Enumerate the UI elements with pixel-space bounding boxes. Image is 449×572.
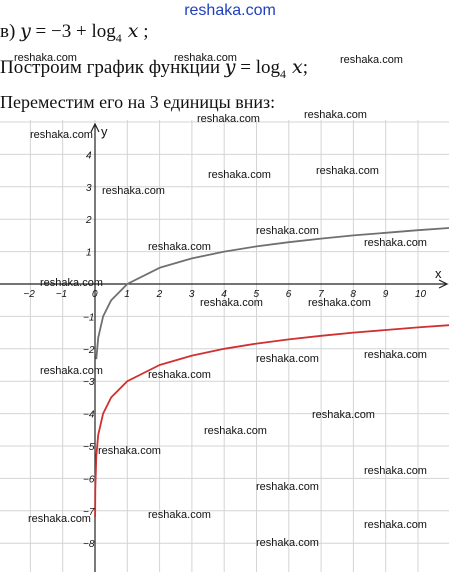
y-tick-label: 2: [85, 215, 92, 226]
build-prefix: Построим график функции: [0, 57, 225, 78]
tick-labels: x y −2 −1 0 1 2 3 4 5 6 7 8 9 10 −8 −7 −6 −5 −4 −3 −2 −1 1 2 3 4: [23, 124, 442, 550]
watermark: reshaka.com: [312, 409, 375, 421]
watermark: reshaka.com: [304, 109, 367, 121]
watermark: reshaka.com: [14, 52, 77, 64]
task-prefix: в): [0, 21, 21, 42]
y-tick-label: 1: [86, 248, 92, 259]
watermark: reshaka.com: [197, 113, 260, 125]
x-axis-label: x: [435, 266, 442, 281]
watermark: reshaka.com: [204, 425, 267, 437]
y-tick-label: −3: [83, 377, 95, 388]
x-tick-label: 8: [350, 289, 356, 300]
build-x: x: [286, 56, 303, 78]
watermark: reshaka.com: [308, 297, 371, 309]
watermark: reshaka.com: [30, 129, 93, 141]
function-graph: x y −2 −1 0 1 2 3 4 5 6 7 8 9 10 −8 −7 −6 −5 −4 −3 −2 −1 1 2 3 4: [0, 120, 449, 572]
function-curve: [94, 324, 449, 518]
x-tick-label: 5: [254, 289, 260, 300]
watermark: reshaka.com: [148, 241, 211, 253]
y-tick-label: 3: [86, 183, 92, 194]
y-tick-label: −8: [83, 539, 95, 550]
build-suffix: ;: [302, 57, 309, 78]
watermark: reshaka.com: [148, 509, 211, 521]
watermark: reshaka.com: [364, 237, 427, 249]
watermark: reshaka.com: [102, 185, 165, 197]
watermark: reshaka.com: [340, 54, 403, 66]
watermark: reshaka.com: [174, 52, 237, 64]
build-base: 4: [280, 66, 287, 81]
y-tick-label: −2: [83, 345, 95, 356]
formula-body: = −3 + log: [30, 21, 116, 42]
watermark: reshaka.com: [208, 169, 271, 181]
x-tick-label: 4: [221, 289, 227, 300]
x-tick-label: 6: [286, 289, 292, 300]
series: [94, 227, 449, 518]
y-tick-label: −5: [83, 442, 95, 453]
site-brand[interactable]: reshaka.com: [184, 2, 276, 19]
axes: [0, 122, 449, 572]
task-line: в) y = −3 + log4 x ;: [0, 20, 149, 46]
x-tick-label: 3: [189, 289, 195, 300]
watermark: reshaka.com: [200, 297, 263, 309]
x-tick-label: 1: [124, 289, 130, 300]
formula-base: 4: [115, 30, 122, 45]
x-tick-label: 7: [318, 289, 324, 300]
build-body: = log: [235, 57, 281, 78]
y-tick-label: −1: [83, 312, 94, 323]
watermark: reshaka.com: [364, 465, 427, 477]
watermark: reshaka.com: [256, 353, 319, 365]
watermark: reshaka.com: [256, 225, 319, 237]
formula-x: x: [121, 20, 139, 42]
y-tick-label: 4: [86, 150, 92, 161]
y-axis-label: y: [101, 124, 108, 139]
x-tick-label: 0: [92, 289, 98, 300]
watermark: reshaka.com: [40, 277, 103, 289]
x-axis-arrow: [438, 279, 449, 289]
x-tick-label: 10: [415, 289, 427, 300]
watermark: reshaka.com: [364, 519, 427, 531]
watermark: reshaka.com: [364, 349, 427, 361]
x-tick-label: −1: [56, 289, 67, 300]
build-y: y: [224, 56, 236, 78]
watermark: reshaka.com: [316, 165, 379, 177]
build-line: Построим график функции y = log4 x;: [0, 56, 308, 82]
x-tick-label: −2: [23, 289, 35, 300]
x-tick-label: 9: [383, 289, 389, 300]
y-tick-label: −7: [83, 507, 95, 518]
y-tick-label: −4: [83, 410, 95, 421]
y-tick-label: −6: [83, 474, 95, 485]
shift-line: Переместим его на 3 единицы вниз:: [0, 92, 276, 112]
watermark: reshaka.com: [256, 481, 319, 493]
x-tick-label: 2: [156, 289, 163, 300]
grid: [0, 120, 449, 572]
formula-suffix: ;: [138, 21, 149, 42]
y-axis-arrow: [90, 122, 100, 133]
watermark: reshaka.com: [256, 537, 319, 549]
watermark: reshaka.com: [40, 365, 103, 377]
watermark: reshaka.com: [28, 513, 91, 525]
function-curve: [95, 227, 449, 360]
formula-y: y: [20, 20, 31, 42]
watermark: reshaka.com: [148, 369, 211, 381]
watermark: reshaka.com: [98, 445, 161, 457]
